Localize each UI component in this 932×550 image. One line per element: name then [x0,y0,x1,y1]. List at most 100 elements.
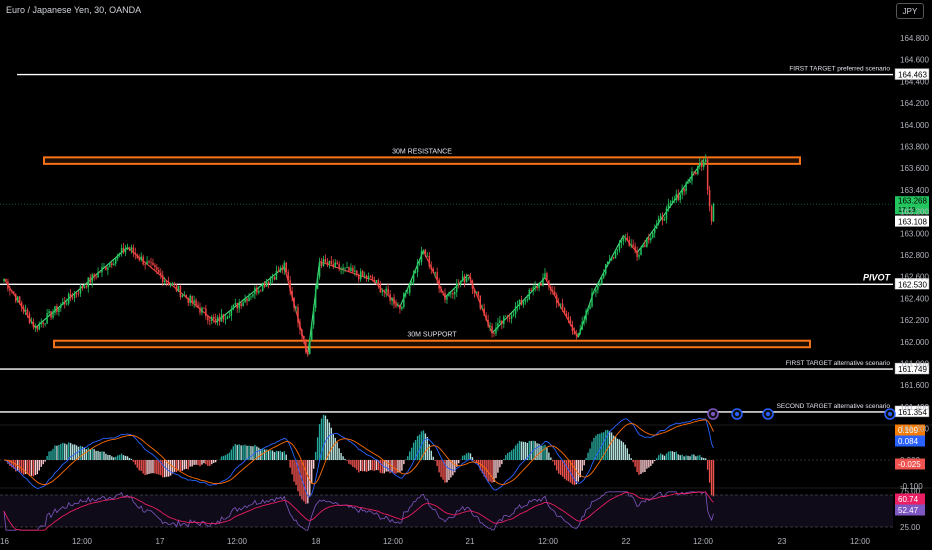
macd-histogram-bar [514,445,517,460]
candle-body [687,182,689,184]
currency-button[interactable]: JPY [896,3,924,19]
candle-body [111,263,113,266]
macd-histogram-bar [487,460,489,482]
candle-body [324,258,327,262]
macd-histogram-bar [363,460,366,472]
macd-histogram-bar [38,460,40,471]
last-price-tag [895,196,929,215]
macd-histogram-bar [407,456,409,460]
macd-histogram-bar [189,460,191,467]
macd-histogram-bar [418,434,421,460]
candle-body [671,200,674,203]
macd-histogram-bar [132,460,135,462]
rsi-value-text: 60.74 [898,495,919,504]
event-marker-dot [735,412,739,416]
macd-histogram-bar [320,418,323,460]
candle-body [385,288,387,292]
macd-histogram-bar [448,460,450,481]
candle-body [69,293,72,298]
macd-histogram-bar [36,460,39,475]
candle-body [646,237,648,247]
macd-histogram-bar [577,460,579,482]
macd-histogram-bar [77,446,80,460]
macd-histogram-bar [177,460,180,470]
candle-body [65,303,68,305]
macd-histogram-bar [113,457,115,460]
macd-histogram-bar [105,453,107,460]
macd-histogram-bar [620,440,623,460]
candle-body [256,287,258,293]
candle-body [289,280,291,292]
macd-histogram-bar [67,442,70,460]
macd-histogram-bar [42,460,44,465]
candle-body [83,286,86,289]
macd-histogram-bar [312,460,315,469]
candle-body [693,171,695,173]
candle-body [234,303,237,305]
macd-histogram-bar [644,460,646,472]
candle-body [642,245,644,248]
candle-body [608,260,611,262]
candle-body [275,270,278,280]
candle-body [338,263,340,270]
macd-histogram-bar [187,460,189,470]
macd-histogram-bar [599,433,601,460]
macd-histogram-bar [318,424,321,460]
level-label: SECOND TARGET alternative scenario [777,403,891,410]
macd-histogram-bar [379,460,382,473]
macd-histogram-bar [559,460,562,475]
macd-histogram-bar [230,449,233,460]
candle-body [438,279,440,289]
macd-histogram-bar [365,460,368,472]
candle-body [412,272,415,282]
candle-body [336,262,338,264]
price-tick-label: 164.200 [900,99,929,108]
macd-histogram-bar [334,437,336,460]
candle-body [44,323,46,325]
macd-histogram-bar [115,456,117,460]
macd-histogram-bar [356,460,358,470]
macd-histogram-bar [283,451,285,460]
candle-body [597,285,599,290]
candle-body [240,303,242,307]
macd-histogram-bar [162,460,164,478]
candle-body [599,284,601,286]
macd-histogram-bar [483,460,485,477]
macd-histogram-bar [85,449,88,460]
zigzag-segment [544,277,564,311]
candle-body [689,180,691,183]
macd-histogram-bar [497,460,499,473]
candle-body [583,320,585,322]
candle-body [132,247,135,253]
macd-histogram-bar [279,450,282,460]
candle-body [469,277,472,281]
level-price-tag-text: 161.354 [898,408,927,417]
macd-histogram-bar [309,460,311,496]
macd-histogram-bar [22,460,25,475]
candle-body [628,239,630,246]
candle-body [11,290,13,292]
macd-histogram-bar [373,460,376,471]
macd-histogram-bar [458,460,460,464]
time-tick-label: 12:00 [383,537,404,546]
candle-body [334,262,336,267]
candle-body [22,307,25,312]
candle-body [328,260,331,265]
candle-body [220,314,223,322]
macd-histogram-bar [630,458,632,460]
macd-histogram-bar [350,460,352,465]
candle-body [369,276,372,277]
candle-body [546,273,548,281]
candle-body [510,315,513,319]
candle-body [291,291,293,298]
candle-body [622,237,625,242]
zigzag-segment [215,266,285,323]
candle-body [330,260,333,264]
macd-histogram-bar [679,455,681,460]
candle-body [222,314,225,320]
candle-body [430,266,433,270]
macd-histogram-bar [432,456,434,460]
candle-body [540,283,542,286]
